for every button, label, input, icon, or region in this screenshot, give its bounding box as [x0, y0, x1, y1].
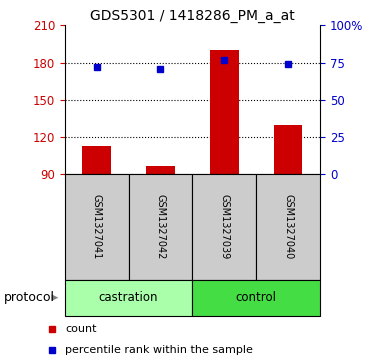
Bar [256, 174, 320, 280]
Bar [210, 50, 239, 174]
Text: GSM1327039: GSM1327039 [219, 194, 229, 260]
Text: percentile rank within the sample: percentile rank within the sample [65, 345, 253, 355]
Title: GDS5301 / 1418286_PM_a_at: GDS5301 / 1418286_PM_a_at [90, 9, 295, 23]
Bar [82, 146, 111, 174]
Text: GSM1327040: GSM1327040 [283, 194, 293, 260]
Text: count: count [65, 324, 97, 334]
Text: castration: castration [99, 291, 158, 304]
Bar [192, 174, 256, 280]
Bar [192, 280, 320, 316]
Text: protocol: protocol [4, 291, 55, 304]
Bar [65, 174, 129, 280]
Bar [274, 125, 303, 174]
Bar [146, 166, 175, 174]
Text: GSM1327041: GSM1327041 [92, 194, 102, 260]
Text: GSM1327042: GSM1327042 [155, 194, 165, 260]
Bar [65, 280, 192, 316]
Bar [129, 174, 192, 280]
Text: control: control [236, 291, 277, 304]
